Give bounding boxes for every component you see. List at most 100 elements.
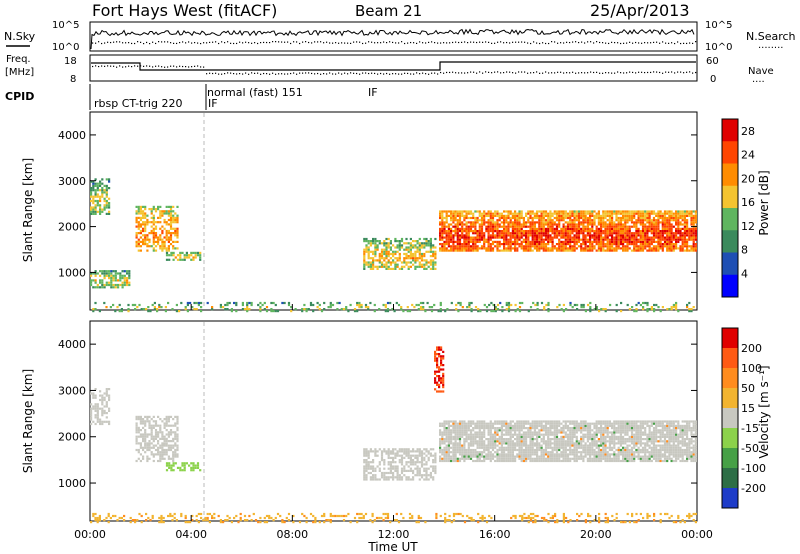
heatmap-cell — [439, 223, 442, 226]
heatmap-cell — [652, 230, 656, 233]
heatmap-cell — [522, 440, 525, 443]
heatmap-cell — [92, 180, 95, 183]
heatmap-cell — [409, 248, 412, 251]
heatmap-cell — [544, 247, 548, 250]
heatmap-cell — [418, 248, 421, 251]
heatmap-cell — [389, 246, 392, 249]
heatmap-cell — [613, 243, 616, 246]
heatmap-cell — [549, 249, 552, 252]
heatmap-cell — [452, 210, 455, 213]
heatmap-cell — [101, 193, 104, 196]
heatmap-cell — [393, 310, 396, 313]
heatmap-cell — [153, 301, 156, 305]
heatmap-cell — [105, 270, 108, 273]
heatmap-cell — [389, 450, 392, 453]
heatmap-cell — [447, 459, 450, 463]
heatmap-cell — [265, 310, 269, 313]
heatmap-cell — [635, 245, 638, 248]
heatmap-cell — [465, 435, 468, 438]
heatmap-cell — [467, 249, 470, 252]
heatmap-cell — [461, 249, 464, 252]
heatmap-cell — [507, 216, 510, 220]
heatmap-cell — [137, 223, 140, 226]
heatmap-cell — [441, 210, 444, 213]
heatmap-cell — [483, 442, 486, 445]
nave-dot — [212, 72, 214, 75]
heatmap-cell — [172, 455, 175, 458]
heatmap-cell — [675, 247, 678, 250]
heatmap-cell — [170, 251, 173, 254]
heatmap-cell — [472, 448, 475, 452]
heatmap-cell — [441, 219, 444, 222]
heatmap-cell — [653, 308, 656, 311]
heatmap-cell — [176, 453, 179, 456]
heatmap-cell — [447, 236, 450, 239]
heatmap-cell — [374, 248, 377, 251]
heatmap-cell — [575, 216, 578, 220]
heatmap-cell — [527, 427, 530, 430]
heatmap-cell — [663, 238, 667, 241]
heatmap-cell — [192, 464, 195, 467]
heatmap-cell — [582, 230, 585, 233]
heatmap-cell — [382, 303, 385, 307]
heatmap-cell — [628, 230, 631, 233]
heatmap-cell — [480, 216, 484, 220]
heatmap-cell — [544, 223, 548, 226]
heatmap-cell — [514, 431, 517, 434]
heatmap-cell — [571, 232, 574, 235]
heatmap-cell — [496, 240, 499, 243]
y-tick-label: 3000 — [58, 175, 86, 188]
nave-dot — [116, 66, 118, 68]
heatmap-cell — [555, 249, 559, 252]
heatmap-cell — [694, 219, 697, 222]
heatmap-cell — [547, 420, 550, 423]
heatmap-cell — [575, 214, 578, 217]
heatmap-cell — [152, 435, 155, 438]
heatmap-cell — [602, 243, 605, 246]
heatmap-cell — [380, 471, 384, 475]
nave-dot — [590, 71, 592, 73]
heatmap-cell — [551, 225, 554, 228]
heatmap-cell — [374, 246, 377, 249]
nave-dot — [455, 72, 457, 74]
heatmap-cell — [533, 230, 536, 233]
heatmap-cell — [110, 281, 113, 284]
heatmap-cell — [467, 420, 470, 423]
heatmap-cell — [529, 422, 532, 425]
heatmap-cell — [536, 451, 539, 454]
heatmap-cell — [407, 250, 410, 253]
heatmap-cell — [365, 461, 368, 464]
heatmap-cell — [476, 457, 479, 460]
heatmap-cell — [114, 283, 117, 287]
heatmap-cell — [675, 216, 678, 220]
heatmap-cell — [511, 216, 514, 220]
heatmap-cell — [423, 255, 426, 258]
heatmap-cell — [163, 457, 166, 460]
heatmap-cell — [476, 245, 479, 248]
heatmap-cell — [641, 219, 645, 222]
nave-dot — [185, 66, 187, 68]
heatmap-cell — [569, 214, 572, 217]
heatmap-cell — [469, 451, 473, 454]
heatmap-cell — [387, 252, 390, 256]
heatmap-cell — [383, 476, 386, 479]
heatmap-cell — [483, 420, 486, 423]
heatmap-cell — [529, 429, 532, 432]
heatmap-cell — [478, 451, 481, 454]
nsearch-dot — [536, 42, 538, 44]
heatmap-cell — [461, 306, 464, 309]
heatmap-cell — [441, 232, 444, 235]
heatmap-cell — [527, 238, 530, 241]
nave-dot — [290, 72, 292, 75]
heatmap-cell — [150, 431, 153, 434]
heatmap-cell — [454, 245, 457, 248]
nave-dot — [398, 73, 400, 75]
nave-dot — [200, 66, 202, 68]
heatmap-cell — [549, 238, 552, 241]
heatmap-cell — [432, 469, 435, 472]
heatmap-cell — [505, 433, 508, 436]
colorbar-tick-label: 12 — [741, 220, 755, 233]
heatmap-cell — [551, 232, 554, 235]
heatmap-cell — [529, 446, 532, 449]
heatmap-cell — [429, 261, 432, 264]
